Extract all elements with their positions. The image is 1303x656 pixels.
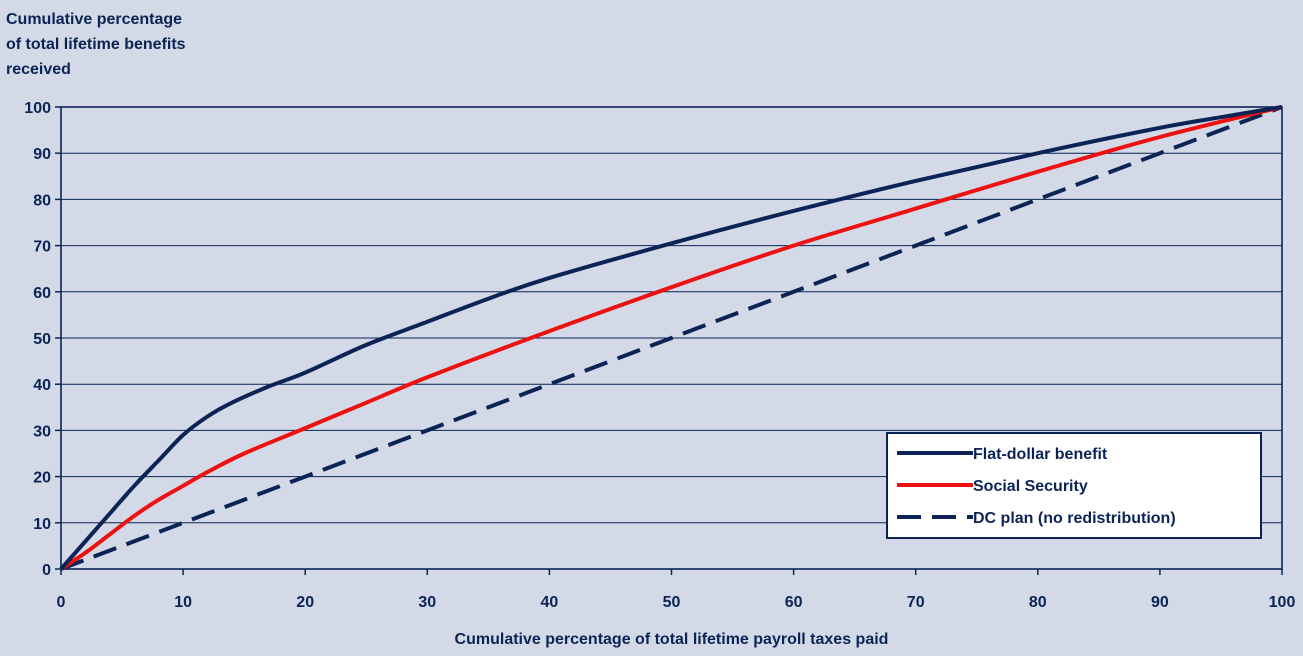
series-line bbox=[60, 105, 1283, 571]
y-tick-label: 0 bbox=[42, 562, 51, 579]
x-tick-label: 90 bbox=[1151, 594, 1169, 611]
x-tick-label: 30 bbox=[418, 594, 436, 611]
y-axis-ticks: 0 10 20 30 40 50 60 70 80 90 100 bbox=[24, 100, 61, 579]
legend-label: Flat-dollar benefit bbox=[973, 446, 1108, 463]
y-tick-label: 20 bbox=[33, 470, 51, 487]
legend-label: DC plan (no redistribution) bbox=[973, 510, 1176, 527]
x-tick-label: 40 bbox=[541, 594, 559, 611]
y-tick-label: 90 bbox=[33, 146, 51, 163]
y-tick-label: 60 bbox=[33, 285, 51, 302]
y-axis-title: Cumulative percentage of total lifetime b… bbox=[6, 11, 186, 78]
y-tick-label: 100 bbox=[24, 100, 51, 117]
legend-label: Social Security bbox=[973, 478, 1088, 495]
y-tick-label: 70 bbox=[33, 239, 51, 256]
series-line bbox=[59, 105, 1283, 571]
x-tick-label: 80 bbox=[1029, 594, 1047, 611]
x-tick-label: 50 bbox=[663, 594, 681, 611]
x-tick-label: 20 bbox=[296, 594, 314, 611]
x-tick-label: 0 bbox=[57, 594, 66, 611]
series-lines bbox=[59, 105, 1283, 571]
x-tick-label: 60 bbox=[785, 594, 803, 611]
legend: Flat-dollar benefit Social Security DC pla… bbox=[886, 432, 1262, 539]
y-axis-title-line: of total lifetime benefits bbox=[6, 36, 186, 53]
y-axis-title-line: Cumulative percentage bbox=[6, 11, 182, 28]
y-axis-title-line: received bbox=[6, 61, 71, 78]
y-tick-label: 40 bbox=[33, 377, 51, 394]
x-tick-label: 10 bbox=[174, 594, 192, 611]
y-tick-label: 50 bbox=[33, 331, 51, 348]
y-tick-label: 10 bbox=[33, 516, 51, 533]
x-tick-label: 100 bbox=[1269, 594, 1296, 611]
series-line bbox=[59, 105, 1283, 571]
x-axis-ticks: 0 10 20 30 40 50 60 70 80 90 100 bbox=[57, 569, 1296, 611]
x-tick-label: 70 bbox=[907, 594, 925, 611]
y-tick-label: 30 bbox=[33, 423, 51, 440]
y-tick-label: 80 bbox=[33, 192, 51, 209]
x-axis-title: Cumulative percentage of total lifetime … bbox=[455, 631, 889, 648]
